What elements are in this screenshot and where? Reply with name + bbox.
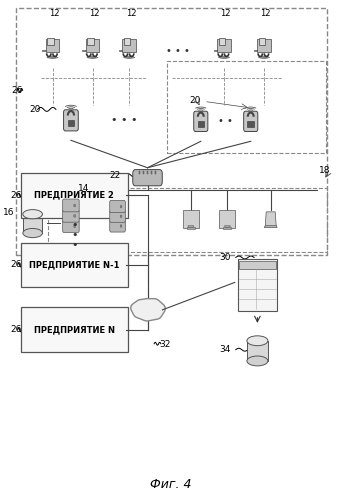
Text: 20: 20: [189, 96, 200, 105]
Polygon shape: [119, 50, 122, 51]
Text: ПРЕДПРИЯТИЕ N: ПРЕДПРИЯТИЕ N: [34, 326, 115, 334]
FancyBboxPatch shape: [63, 210, 79, 222]
FancyBboxPatch shape: [219, 38, 225, 45]
FancyBboxPatch shape: [217, 40, 231, 52]
Ellipse shape: [247, 336, 268, 345]
FancyBboxPatch shape: [122, 40, 136, 52]
FancyBboxPatch shape: [21, 308, 127, 352]
FancyBboxPatch shape: [63, 220, 79, 232]
FancyBboxPatch shape: [23, 214, 43, 233]
FancyBboxPatch shape: [257, 40, 271, 52]
FancyBboxPatch shape: [86, 40, 99, 52]
Text: 12: 12: [89, 9, 99, 18]
FancyBboxPatch shape: [239, 260, 276, 268]
Polygon shape: [42, 50, 46, 51]
FancyBboxPatch shape: [147, 170, 148, 173]
FancyBboxPatch shape: [151, 170, 152, 173]
Circle shape: [74, 225, 76, 228]
Circle shape: [120, 205, 122, 208]
FancyBboxPatch shape: [247, 340, 268, 361]
Polygon shape: [82, 50, 86, 51]
FancyBboxPatch shape: [194, 111, 208, 132]
Circle shape: [74, 214, 76, 218]
Text: • • •: • • •: [166, 46, 189, 56]
FancyBboxPatch shape: [110, 210, 125, 222]
Polygon shape: [264, 226, 277, 228]
FancyBboxPatch shape: [219, 210, 235, 228]
Polygon shape: [214, 50, 217, 51]
Text: ПРЕДПРИЯТИЕ N-1: ПРЕДПРИЯТИЕ N-1: [29, 260, 120, 270]
Text: 14: 14: [78, 184, 89, 192]
Text: • • •: • • •: [111, 116, 138, 126]
FancyBboxPatch shape: [223, 228, 232, 229]
Text: 12: 12: [220, 9, 231, 18]
Text: 32: 32: [159, 340, 171, 349]
Text: Фиг. 4: Фиг. 4: [150, 478, 192, 491]
Polygon shape: [254, 50, 257, 51]
Text: 34: 34: [219, 345, 231, 354]
FancyBboxPatch shape: [238, 259, 277, 310]
Circle shape: [120, 224, 122, 228]
FancyBboxPatch shape: [64, 110, 78, 131]
FancyBboxPatch shape: [197, 120, 204, 126]
Text: 20: 20: [29, 105, 41, 114]
Ellipse shape: [23, 228, 43, 237]
FancyBboxPatch shape: [244, 111, 258, 132]
Text: ПРЕДПРИЯТИЕ 2: ПРЕДПРИЯТИЕ 2: [34, 190, 114, 200]
Text: • •: • •: [218, 116, 233, 126]
Text: 12: 12: [261, 9, 271, 18]
Text: 30: 30: [219, 253, 231, 262]
Ellipse shape: [23, 210, 43, 219]
FancyBboxPatch shape: [110, 200, 125, 212]
Ellipse shape: [247, 356, 268, 366]
FancyBboxPatch shape: [139, 170, 140, 173]
Text: •
•
•: • • •: [71, 220, 77, 250]
FancyBboxPatch shape: [87, 38, 94, 45]
Text: 26: 26: [10, 326, 22, 334]
Circle shape: [74, 204, 76, 207]
Text: 12: 12: [126, 9, 136, 18]
FancyBboxPatch shape: [143, 170, 144, 173]
FancyBboxPatch shape: [110, 220, 125, 232]
FancyBboxPatch shape: [187, 228, 195, 229]
FancyBboxPatch shape: [21, 172, 127, 218]
FancyBboxPatch shape: [46, 40, 59, 52]
FancyBboxPatch shape: [133, 170, 162, 186]
Circle shape: [120, 215, 122, 218]
Text: 22: 22: [110, 170, 121, 179]
FancyBboxPatch shape: [68, 120, 74, 126]
Text: 26: 26: [10, 260, 22, 270]
Polygon shape: [131, 298, 165, 321]
FancyBboxPatch shape: [21, 242, 127, 288]
FancyBboxPatch shape: [63, 199, 79, 212]
Text: 16: 16: [3, 208, 14, 217]
FancyBboxPatch shape: [259, 38, 265, 45]
FancyBboxPatch shape: [124, 38, 130, 45]
Text: 26: 26: [10, 190, 22, 200]
Polygon shape: [188, 226, 194, 228]
Text: 12: 12: [49, 9, 59, 18]
FancyBboxPatch shape: [247, 120, 254, 126]
Text: 26: 26: [11, 86, 22, 95]
Polygon shape: [224, 226, 231, 228]
Text: 18: 18: [319, 166, 331, 174]
FancyBboxPatch shape: [47, 38, 54, 45]
Polygon shape: [265, 212, 276, 226]
FancyBboxPatch shape: [183, 210, 199, 228]
